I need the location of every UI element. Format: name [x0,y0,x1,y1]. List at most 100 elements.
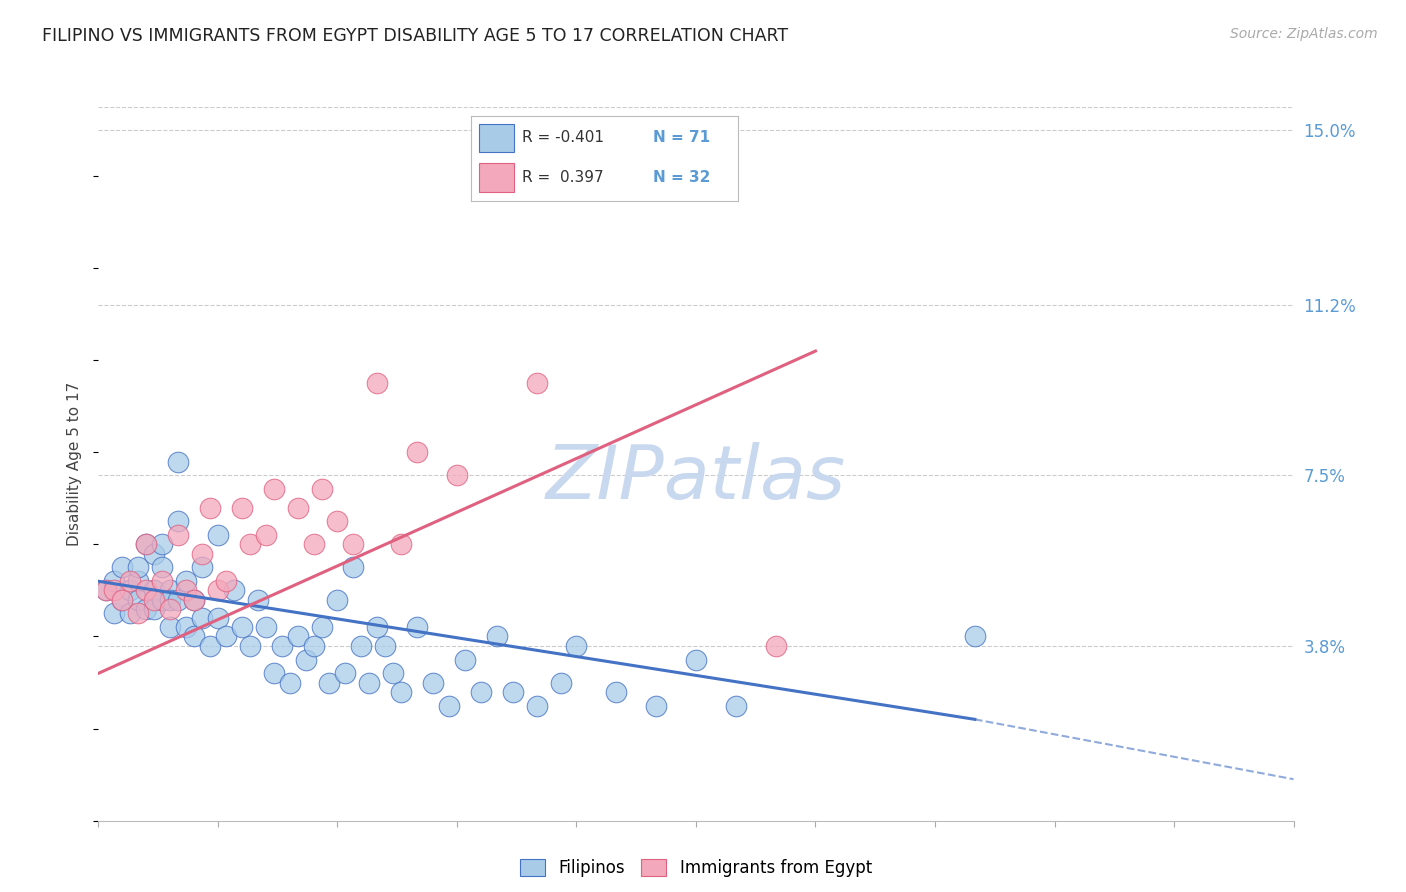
Bar [479,124,513,153]
Point [103,607,125,621]
Point [605,684,627,698]
Legend: Filipinos, Immigrants from Egypt: Filipinos, Immigrants from Egypt [513,852,879,884]
Point [215,574,238,589]
Point [127,560,149,574]
Point [191,560,214,574]
Point [167,528,190,542]
Point [135,602,157,616]
Point [135,537,157,551]
Point [446,468,468,483]
Point [382,666,405,681]
Point [231,620,253,634]
Point [174,574,197,589]
Point [150,560,173,574]
Point [103,574,125,589]
Point [278,675,301,690]
Point [270,639,292,653]
Point [565,639,588,653]
Point [254,620,277,634]
Point [150,592,173,607]
Point [287,630,309,644]
Point [359,675,381,690]
Text: R =  0.397: R = 0.397 [522,170,603,186]
Point [335,666,357,681]
Point [645,698,668,713]
Point [198,639,221,653]
Point [167,454,190,468]
Point [422,675,444,690]
Point [150,537,173,551]
Point [150,574,173,589]
Point [183,592,205,607]
Point [294,652,316,666]
Text: Source: ZipAtlas.com: Source: ZipAtlas.com [1230,27,1378,41]
Point [183,630,205,644]
Point [389,537,412,551]
Point [963,630,986,644]
Point [526,698,548,713]
Point [454,652,477,666]
Point [470,684,492,698]
Point [191,611,214,625]
Point [239,537,262,551]
Point [167,592,190,607]
Point [207,528,229,542]
Point [374,639,396,653]
Text: FILIPINO VS IMMIGRANTS FROM EGYPT DISABILITY AGE 5 TO 17 CORRELATION CHART: FILIPINO VS IMMIGRANTS FROM EGYPT DISABI… [42,27,789,45]
Point [207,611,229,625]
Point [311,482,333,496]
Point [326,515,349,529]
Point [302,537,325,551]
Point [263,482,285,496]
Point [111,560,134,574]
Point [263,666,285,681]
Point [143,602,166,616]
Point [342,537,364,551]
Point [167,515,190,529]
Point [287,500,309,515]
Point [207,583,229,598]
Point [406,620,429,634]
Point [222,583,245,598]
Text: R = -0.401: R = -0.401 [522,130,603,145]
Point [143,592,166,607]
Point [366,376,388,391]
Point [127,592,149,607]
Point [406,445,429,459]
Point [326,592,349,607]
Point [302,639,325,653]
Point [96,583,118,598]
Point [685,652,707,666]
Point [366,620,388,634]
Point [550,675,572,690]
Bar [479,163,513,192]
Point [135,537,157,551]
Point [254,528,277,542]
Point [389,684,412,698]
Point [502,684,524,698]
Point [350,639,373,653]
Point [111,592,134,607]
Point [174,620,197,634]
Point [120,607,142,621]
Point [135,583,157,598]
Point [159,583,181,598]
Point [174,583,197,598]
Point [127,574,149,589]
Point [120,583,142,598]
Text: N = 71: N = 71 [652,130,710,145]
Point [724,698,747,713]
Point [765,639,787,653]
Point [485,630,508,644]
Point [143,547,166,561]
Point [239,639,262,653]
Point [143,583,166,598]
Point [96,583,118,598]
Point [215,630,238,644]
Point [111,592,134,607]
Point [231,500,253,515]
Point [159,602,181,616]
Point [311,620,333,634]
Point [103,583,125,598]
Point [159,620,181,634]
